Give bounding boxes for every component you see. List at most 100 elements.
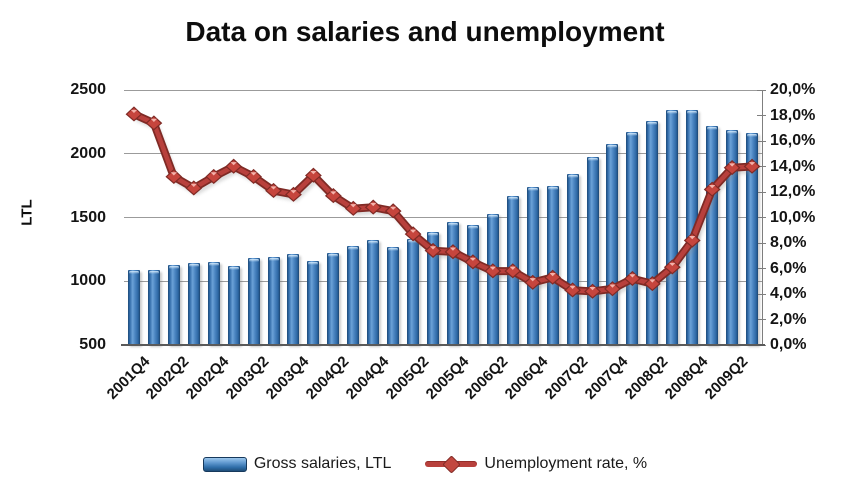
bar bbox=[526, 186, 539, 345]
bar bbox=[187, 263, 200, 345]
line-marker-icon bbox=[364, 199, 382, 215]
right-tick-label: 10,0% bbox=[770, 208, 816, 226]
marker-highlight bbox=[170, 172, 178, 176]
left-tick-label: 1500 bbox=[70, 208, 106, 226]
bar bbox=[287, 253, 300, 345]
x-tick-label: 2001Q4 bbox=[103, 353, 153, 403]
right-tick-label: 4,0% bbox=[770, 285, 807, 302]
line-body bbox=[133, 112, 753, 294]
bar bbox=[566, 174, 579, 345]
bar bbox=[646, 121, 659, 345]
marker-highlight bbox=[290, 190, 297, 194]
right-tick-label: 20,0% bbox=[770, 81, 816, 98]
x-tick-label: 2007Q4 bbox=[581, 353, 632, 403]
x-tick-label: 2008Q4 bbox=[661, 353, 712, 403]
x-tick-label: 2003Q4 bbox=[262, 353, 313, 403]
marker-highlight bbox=[310, 171, 317, 175]
x-tick-label: 2009Q2 bbox=[701, 353, 752, 403]
line-marker-icon bbox=[305, 167, 322, 183]
line-marker-icon bbox=[205, 168, 223, 184]
line-marker-icon bbox=[225, 158, 243, 174]
bar bbox=[167, 265, 180, 345]
bar bbox=[387, 246, 400, 345]
bar bbox=[706, 125, 719, 345]
bar bbox=[486, 213, 499, 345]
line-marker-icon bbox=[384, 203, 402, 219]
line-marker-icon bbox=[285, 186, 302, 202]
marker-highlight bbox=[370, 202, 377, 207]
left-tick-label: 1000 bbox=[70, 272, 106, 290]
line-marker-icon bbox=[344, 200, 362, 216]
line-marker-icon bbox=[185, 180, 203, 196]
marker-highlight bbox=[150, 118, 158, 122]
legend: Gross salaries, LTL Unemployment rate, % bbox=[0, 455, 850, 474]
line-marker-icon bbox=[145, 115, 163, 131]
marker-highlight bbox=[350, 204, 357, 208]
line-marker-icon bbox=[125, 106, 143, 122]
x-tick-label: 2007Q2 bbox=[541, 353, 592, 403]
x-axis-line bbox=[121, 344, 765, 346]
bar bbox=[606, 144, 619, 345]
legend-label-salaries: Gross salaries, LTL bbox=[253, 455, 392, 472]
line-marker-icon bbox=[165, 168, 183, 184]
left-tick-label: 2500 bbox=[70, 81, 106, 98]
marker-highlight bbox=[389, 206, 397, 210]
right-axis-tick bbox=[757, 115, 766, 116]
x-tick-label: 2008Q2 bbox=[621, 353, 672, 403]
bar bbox=[367, 240, 380, 345]
bar bbox=[466, 225, 479, 345]
bar bbox=[546, 185, 559, 345]
right-tick-label: 6,0% bbox=[770, 259, 807, 277]
marker-highlight bbox=[330, 191, 337, 195]
right-tick-label: 8,0% bbox=[770, 234, 807, 251]
bar bbox=[626, 132, 639, 345]
x-tick-label: 2006Q2 bbox=[462, 353, 512, 403]
legend-label-unemployment: Unemployment rate, % bbox=[484, 455, 648, 472]
bar bbox=[227, 265, 240, 345]
right-axis-tick bbox=[757, 268, 766, 269]
gridline bbox=[124, 89, 762, 91]
x-tick-label: 2004Q2 bbox=[302, 353, 353, 403]
bar bbox=[147, 269, 160, 345]
line-outline bbox=[132, 110, 753, 296]
bar bbox=[666, 109, 679, 345]
legend-item-salaries: Gross salaries, LTL bbox=[202, 455, 392, 473]
bar bbox=[407, 238, 420, 345]
right-axis-tick bbox=[757, 242, 766, 244]
bar bbox=[726, 129, 739, 345]
bar bbox=[247, 258, 260, 345]
right-axis-tick bbox=[757, 293, 766, 295]
x-tick-label: 2003Q2 bbox=[222, 353, 273, 403]
marker-highlight bbox=[230, 162, 237, 166]
right-tick-label: 2,0% bbox=[770, 310, 807, 328]
right-tick-label: 12,0% bbox=[770, 183, 816, 200]
bar bbox=[207, 262, 220, 345]
bar bbox=[506, 196, 519, 345]
line-series-swatch-icon bbox=[425, 455, 478, 474]
bar-series-swatch-icon bbox=[202, 456, 247, 472]
marker-highlight bbox=[250, 172, 257, 176]
right-tick-label: 0,0% bbox=[770, 336, 807, 353]
right-tick-label: 18,0% bbox=[770, 106, 816, 124]
bar bbox=[427, 232, 440, 345]
right-axis-tick bbox=[757, 140, 766, 142]
right-tick-label: 16,0% bbox=[770, 132, 816, 149]
x-tick-label: 2002Q2 bbox=[143, 353, 193, 403]
left-tick-label: 2000 bbox=[70, 144, 106, 162]
marker-highlight bbox=[270, 186, 277, 190]
marker-highlight bbox=[130, 109, 138, 114]
left-tick-label: 500 bbox=[79, 336, 106, 353]
right-axis-tick bbox=[757, 89, 766, 91]
marker-highlight bbox=[409, 229, 417, 233]
bar bbox=[746, 133, 759, 345]
x-tick-label: 2005Q4 bbox=[422, 353, 472, 403]
x-tick-label: 2002Q4 bbox=[182, 353, 233, 403]
bar bbox=[686, 109, 699, 345]
x-tick-label: 2006Q4 bbox=[501, 353, 552, 403]
left-axis-title: LTL bbox=[18, 199, 36, 226]
x-tick-label: 2004Q4 bbox=[342, 353, 393, 403]
bar bbox=[347, 246, 360, 345]
bar bbox=[267, 257, 280, 345]
marker-highlight bbox=[210, 172, 217, 176]
